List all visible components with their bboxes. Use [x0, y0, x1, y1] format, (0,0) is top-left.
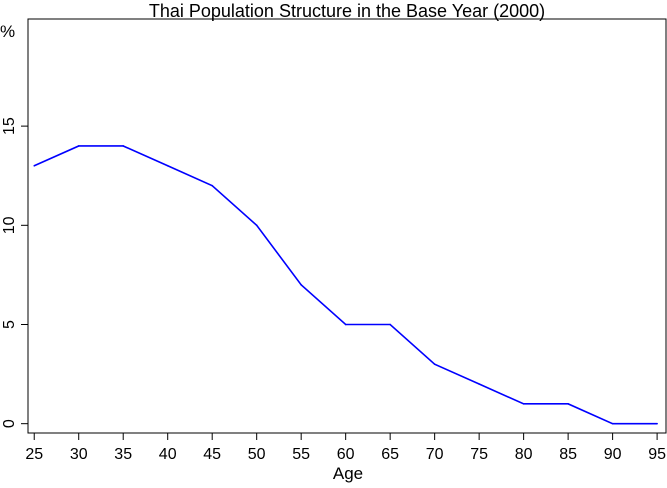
series-layer: [33, 145, 658, 425]
series-line: [33, 145, 658, 425]
y-tick-label: 10: [1, 216, 18, 234]
x-tick-label: 30: [70, 446, 88, 463]
y-tick-label: 0: [1, 419, 18, 428]
x-tick-label: 95: [648, 446, 666, 463]
x-tick-label: 90: [604, 446, 622, 463]
data-point: [344, 323, 347, 326]
data-point: [33, 164, 36, 167]
y-tick-label: 15: [1, 117, 18, 135]
data-point: [211, 184, 213, 187]
x-tick-label: 55: [292, 446, 310, 463]
data-point: [122, 145, 125, 147]
chart-title: Thai Population Structure in the Base Ye…: [149, 1, 545, 21]
y-axis-ticks: 0 5 10 15: [1, 117, 28, 428]
data-point: [77, 145, 80, 147]
data-point: [478, 383, 480, 385]
data-point: [166, 164, 169, 167]
data-point: [522, 403, 525, 405]
x-tick-label: 80: [515, 446, 533, 463]
y-tick-label: 5: [1, 320, 18, 329]
x-tick-label: 60: [337, 446, 355, 463]
x-tick-label: 35: [114, 446, 132, 463]
data-point: [255, 224, 258, 227]
plot-frame: [27, 18, 667, 434]
x-tick-label: 70: [426, 446, 444, 463]
data-point: [433, 363, 436, 365]
data-point: [567, 403, 569, 405]
y-axis-label: %: [0, 22, 15, 41]
x-axis-ticks: 25 30 35 40 45 50 55 60 65 70 75 80 85 90 95: [25, 433, 666, 463]
x-tick-label: 65: [381, 446, 399, 463]
data-point: [611, 422, 614, 425]
x-axis-label: Age: [333, 464, 363, 483]
data-point: [389, 323, 391, 326]
data-point: [656, 422, 658, 425]
data-point: [300, 284, 302, 286]
x-tick-label: 40: [159, 446, 177, 463]
x-tick-label: 75: [470, 446, 488, 463]
x-tick-label: 50: [248, 446, 266, 463]
x-tick-label: 25: [25, 446, 43, 463]
x-tick-label: 85: [559, 446, 577, 463]
x-tick-label: 45: [203, 446, 221, 463]
